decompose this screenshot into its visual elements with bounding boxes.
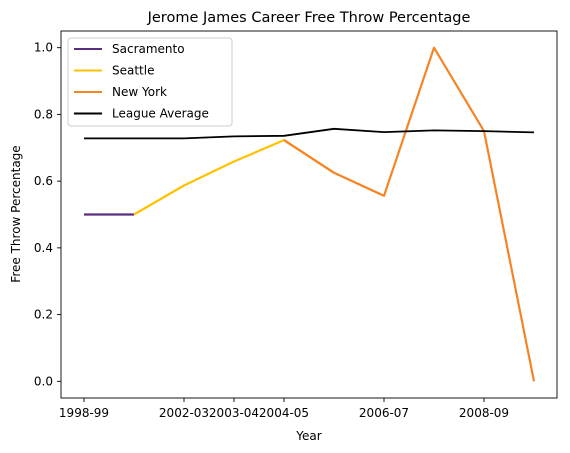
plot-area — [60, 30, 558, 399]
chart-title: Jerome James Career Free Throw Percentag… — [147, 10, 471, 26]
plot-frame — [60, 30, 558, 399]
x-axis: 1998-99 2002-03 2003-04 2004-05 2006-07 2008-… — [59, 398, 509, 420]
y-tick-label: 0.4 — [34, 241, 53, 255]
x-axis-label: Year — [295, 429, 321, 443]
legend-box — [67, 37, 233, 127]
legend-label: Sacramento — [112, 42, 185, 56]
y-tick-label: 0.0 — [34, 374, 53, 388]
series-line-league-average — [84, 127, 535, 140]
y-axis-label: Free Throw Percentage — [9, 145, 23, 282]
legend-label: New York — [112, 85, 167, 99]
x-tick-label: 2003-04 — [209, 406, 259, 420]
y-tick-label: 0.8 — [34, 107, 53, 121]
y-tick-label: 0.2 — [34, 308, 53, 322]
x-tick-label: 1998-99 — [59, 406, 109, 420]
legend: Sacramento Seattle New York League Average — [67, 37, 233, 127]
legend-label: Seattle — [112, 64, 154, 78]
y-axis: 0.0 0.2 0.4 0.6 0.8 1.0 — [34, 41, 61, 388]
series-line-seattle — [133, 139, 335, 216]
series-line-new-york — [283, 46, 536, 382]
x-tick-label: 2006-07 — [359, 406, 409, 420]
x-tick-label: 2008-09 — [459, 406, 509, 420]
x-tick-label: 2002-03 — [159, 406, 209, 420]
y-tick-label: 1.0 — [34, 41, 53, 55]
x-tick-label: 2004-05 — [259, 406, 309, 420]
legend-label: League Average — [112, 107, 209, 121]
y-tick-label: 0.6 — [34, 174, 53, 188]
